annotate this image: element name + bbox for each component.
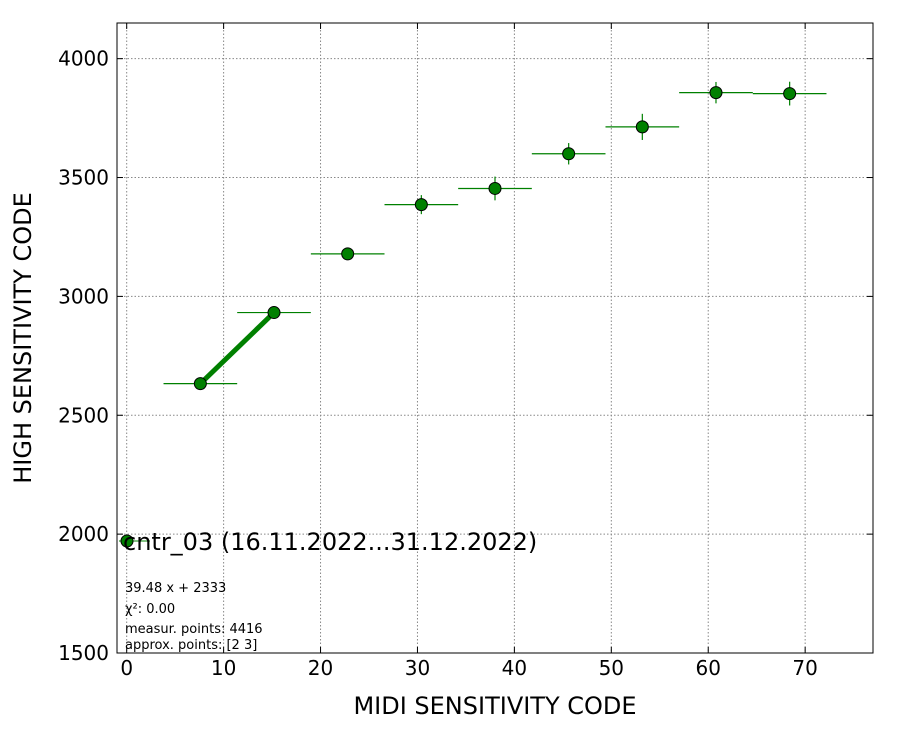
grid [117, 23, 873, 653]
data-point [562, 147, 576, 161]
data-points [193, 86, 797, 391]
stats-annotations: 39.48 x + 2333 χ²: 0.00 measur. points: … [125, 581, 263, 653]
fit-equation: 39.48 x + 2333 [125, 581, 226, 596]
y-tick-label: 3500 [58, 166, 109, 190]
error-bars [163, 81, 827, 387]
legend-marker [120, 534, 134, 548]
tick-labels: 0 10 20 30 40 50 60 70 1500 2000 2500 3000 3500 4000 [58, 47, 818, 680]
x-tick-label: 60 [696, 656, 721, 680]
plot-frame [116, 22, 874, 654]
x-tick-label: 20 [308, 656, 333, 680]
x-tick-label: 0 [120, 656, 133, 680]
y-axis-label: HIGH SENSITIVITY CODE [9, 192, 37, 484]
y-tick-label: 3000 [58, 284, 109, 308]
x-tick-label: 70 [792, 656, 817, 680]
data-point [783, 87, 797, 101]
y-tick-label: 2500 [58, 403, 109, 427]
measured-points: measur. points: 4416 [125, 622, 263, 637]
legend: cntr_03 (16.11.2022...31.12.2022) [119, 528, 537, 556]
x-tick-label: 40 [502, 656, 527, 680]
y-tick-label: 1500 [58, 641, 109, 665]
x-tick-label: 50 [599, 656, 624, 680]
y-tick-label: 2000 [58, 522, 109, 546]
approx-points: approx. points: [2 3] [125, 638, 257, 653]
chi-square: χ²: 0.00 [125, 602, 175, 617]
fit-line-segment [198, 310, 276, 386]
data-point [709, 86, 723, 100]
x-tick-label: 30 [405, 656, 430, 680]
data-point [414, 198, 428, 212]
data-point [193, 377, 207, 391]
data-point [488, 181, 502, 195]
x-axis-label: MIDI SENSITIVITY CODE [353, 692, 636, 720]
legend-label: cntr_03 (16.11.2022...31.12.2022) [123, 528, 537, 556]
x-tick-label: 10 [211, 656, 236, 680]
fit-line [198, 310, 276, 386]
data-point [267, 306, 281, 320]
data-point [341, 247, 355, 261]
data-point [635, 120, 649, 134]
y-tick-label: 4000 [58, 47, 109, 71]
axis-ticks [117, 23, 873, 654]
